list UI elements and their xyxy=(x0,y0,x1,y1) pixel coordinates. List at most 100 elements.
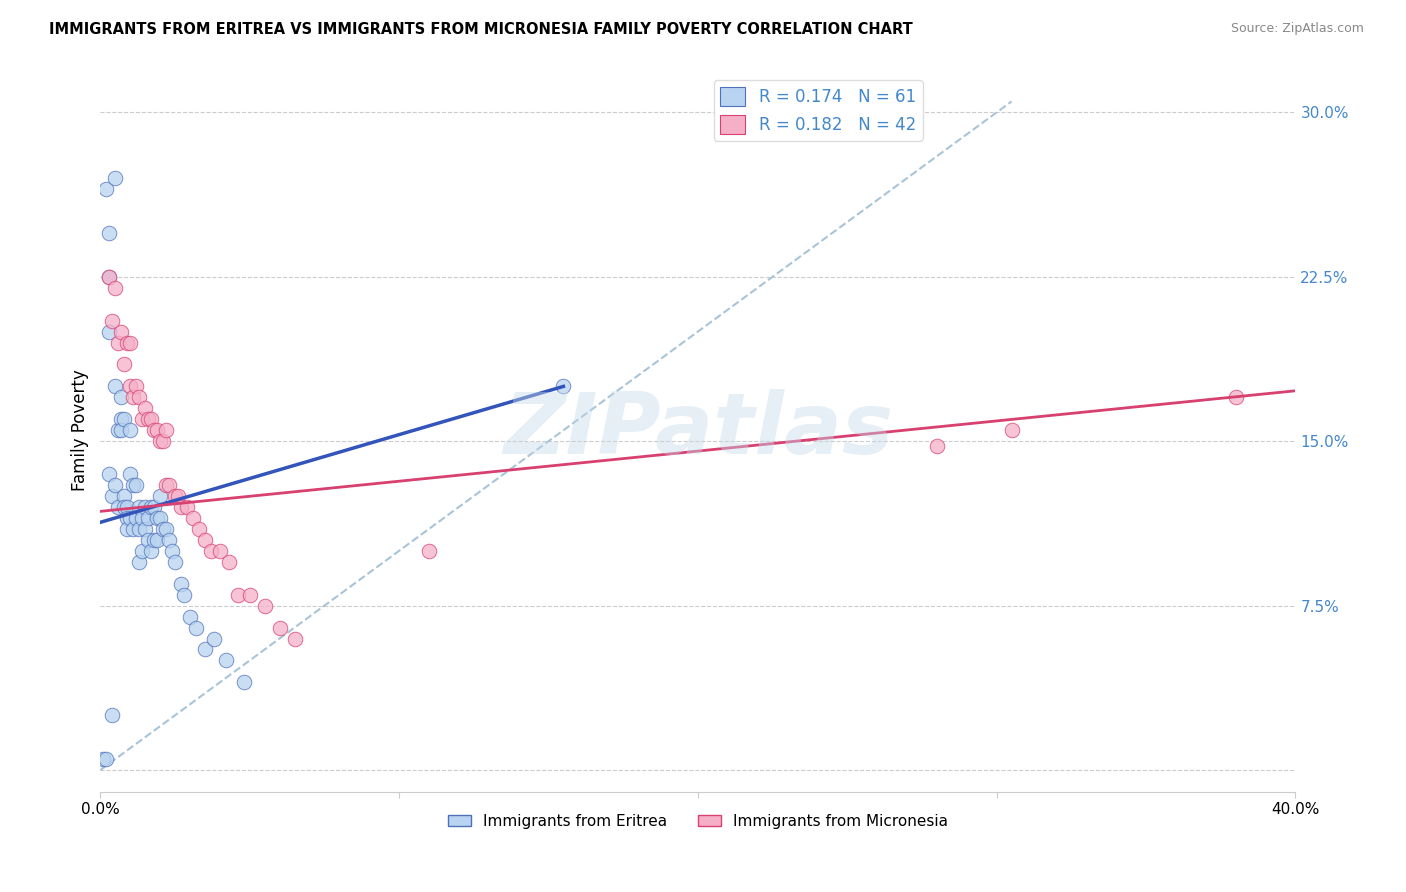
Point xyxy=(283,632,305,646)
Point xyxy=(152,522,174,536)
Point xyxy=(181,511,204,525)
Text: ZIPatlas: ZIPatlas xyxy=(503,389,893,472)
Point xyxy=(134,522,156,536)
Point xyxy=(160,544,183,558)
Point xyxy=(163,555,186,569)
Point xyxy=(134,500,156,514)
Point xyxy=(101,489,124,503)
Point xyxy=(215,653,238,667)
Point xyxy=(269,621,291,635)
Point xyxy=(202,632,225,646)
Point xyxy=(131,544,153,558)
Point xyxy=(139,544,162,558)
Point xyxy=(157,533,180,547)
Point xyxy=(96,182,118,196)
Point xyxy=(925,439,948,453)
Point xyxy=(187,522,209,536)
Point xyxy=(194,533,217,547)
Point xyxy=(120,511,142,525)
Point xyxy=(176,500,198,514)
Point xyxy=(146,533,169,547)
Point xyxy=(184,621,207,635)
Point xyxy=(107,335,129,350)
Point xyxy=(152,434,174,449)
Point xyxy=(115,522,138,536)
Point xyxy=(110,412,132,426)
Point xyxy=(136,511,159,525)
Point xyxy=(194,642,217,657)
Point xyxy=(173,588,195,602)
Point xyxy=(115,511,138,525)
Point xyxy=(98,467,121,481)
Point xyxy=(122,390,145,404)
Point xyxy=(134,401,156,416)
Point xyxy=(136,533,159,547)
Point xyxy=(155,478,177,492)
Point xyxy=(131,511,153,525)
Point xyxy=(131,412,153,426)
Point xyxy=(112,358,135,372)
Point xyxy=(112,489,135,503)
Point xyxy=(149,511,172,525)
Point xyxy=(98,226,121,240)
Point xyxy=(167,489,190,503)
Point xyxy=(128,390,150,404)
Point xyxy=(136,412,159,426)
Point xyxy=(163,489,186,503)
Point xyxy=(149,489,172,503)
Point xyxy=(553,379,575,393)
Point xyxy=(139,412,162,426)
Point xyxy=(112,412,135,426)
Point xyxy=(120,423,142,437)
Point xyxy=(218,555,240,569)
Point xyxy=(170,500,193,514)
Point xyxy=(115,335,138,350)
Point xyxy=(122,522,145,536)
Point xyxy=(125,511,148,525)
Point xyxy=(125,478,148,492)
Point xyxy=(128,500,150,514)
Point xyxy=(128,555,150,569)
Point xyxy=(104,478,127,492)
Point xyxy=(110,325,132,339)
Point xyxy=(149,434,172,449)
Point xyxy=(120,379,142,393)
Point xyxy=(208,544,231,558)
Point xyxy=(239,588,262,602)
Point xyxy=(120,335,142,350)
Point xyxy=(115,500,138,514)
Point xyxy=(110,390,132,404)
Point xyxy=(146,423,169,437)
Point xyxy=(104,379,127,393)
Point xyxy=(98,269,121,284)
Point xyxy=(170,576,193,591)
Point xyxy=(1001,423,1024,437)
Point xyxy=(139,500,162,514)
Point xyxy=(143,500,166,514)
Point xyxy=(418,544,440,558)
Point xyxy=(179,609,201,624)
Point xyxy=(200,544,222,558)
Point xyxy=(101,708,124,723)
Point xyxy=(232,675,254,690)
Point xyxy=(122,478,145,492)
Point xyxy=(155,423,177,437)
Point xyxy=(143,423,166,437)
Point xyxy=(98,325,121,339)
Point xyxy=(226,588,249,602)
Point xyxy=(157,478,180,492)
Point xyxy=(107,500,129,514)
Point xyxy=(104,171,127,186)
Legend: Immigrants from Eritrea, Immigrants from Micronesia: Immigrants from Eritrea, Immigrants from… xyxy=(441,808,955,835)
Point xyxy=(146,511,169,525)
Y-axis label: Family Poverty: Family Poverty xyxy=(72,369,89,491)
Point xyxy=(96,752,118,766)
Point xyxy=(112,500,135,514)
Point xyxy=(98,269,121,284)
Point xyxy=(107,423,129,437)
Text: Source: ZipAtlas.com: Source: ZipAtlas.com xyxy=(1230,22,1364,36)
Text: IMMIGRANTS FROM ERITREA VS IMMIGRANTS FROM MICRONESIA FAMILY POVERTY CORRELATION: IMMIGRANTS FROM ERITREA VS IMMIGRANTS FR… xyxy=(49,22,912,37)
Point xyxy=(143,533,166,547)
Point xyxy=(120,467,142,481)
Point xyxy=(128,522,150,536)
